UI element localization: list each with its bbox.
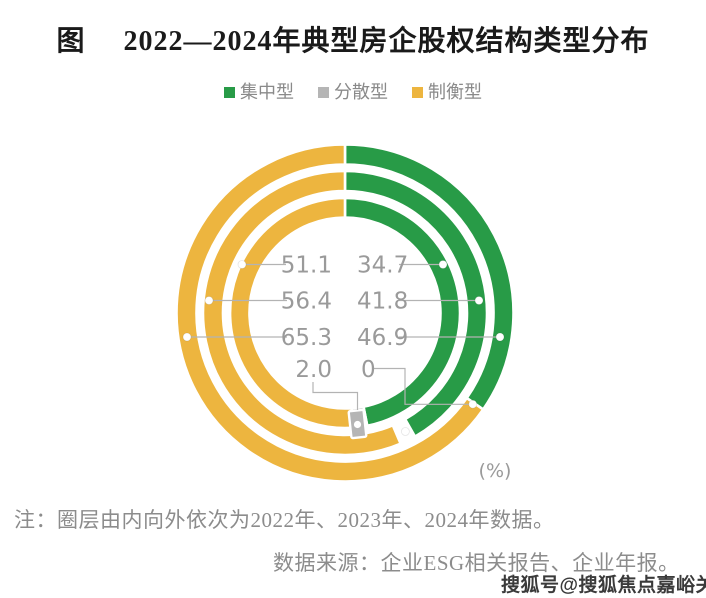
value-label: 65.3 — [281, 325, 332, 351]
marker-dots — [182, 260, 505, 436]
gray-marker-dot — [353, 420, 362, 429]
dot-outer-left — [182, 332, 192, 342]
ring-2022-segment-balanced — [228, 196, 355, 430]
gray-segment-marker — [347, 408, 368, 440]
value-label: 34.7 — [357, 253, 408, 279]
value-label: 0 — [361, 357, 376, 383]
dot-inner-left — [237, 260, 247, 269]
dot-inner-right — [438, 260, 448, 269]
legend-item-concentrated: 集中型 — [224, 83, 294, 101]
legend-label: 制衡型 — [428, 82, 482, 102]
ring-2023-segment-concentrated — [343, 169, 489, 439]
value-label: 51.1 — [281, 253, 332, 279]
data-source-note: 数据来源：企业ESG相关报告、企业年报。 — [273, 551, 680, 575]
value-label: 2.0 — [295, 357, 332, 383]
figure-label: 图 — [56, 26, 86, 57]
dot-outer-right — [495, 332, 505, 342]
dot-middle-left — [204, 296, 214, 305]
unit-label: (%) — [479, 460, 512, 482]
leader-line-2-0 — [312, 382, 359, 410]
value-label: 41.8 — [357, 289, 408, 315]
dot-middle-gap — [400, 427, 410, 436]
dot-middle-right — [474, 296, 484, 305]
legend-swatch-green — [224, 86, 235, 98]
legend-label: 分散型 — [334, 82, 388, 102]
legend-label: 集中型 — [240, 82, 294, 102]
leader-lines — [187, 263, 500, 410]
value-label: 56.4 — [281, 289, 332, 315]
donut-rings — [175, 143, 515, 483]
legend: 集中型 分散型 制衡型 — [0, 83, 706, 101]
center-labels: 51.1 34.7 56.4 41.8 65.3 46.9 2.0 0 — [281, 253, 408, 384]
leader-line-0 — [374, 367, 470, 405]
chart-title: 图 2022—2024年典型房企股权结构类型分布 — [0, 19, 706, 59]
legend-item-dispersed: 分散型 — [318, 83, 388, 101]
legend-swatch-yellow — [412, 86, 423, 98]
legend-item-balanced: 制衡型 — [412, 83, 482, 101]
ring-2024-segment-balanced — [175, 143, 485, 483]
dot-outer-junction — [468, 399, 478, 409]
ring-order-note: 注：圈层由内向外依次为2022年、2023年、2024年数据。 — [14, 508, 555, 532]
watermark-text: 搜狐号@搜狐焦点嘉峪关站 — [501, 575, 706, 596]
legend-swatch-gray — [318, 86, 329, 98]
ring-2023-segment-balanced — [201, 169, 403, 457]
chart-title-text: 2022—2024年典型房企股权结构类型分布 — [123, 26, 650, 57]
value-label: 46.9 — [357, 325, 408, 351]
